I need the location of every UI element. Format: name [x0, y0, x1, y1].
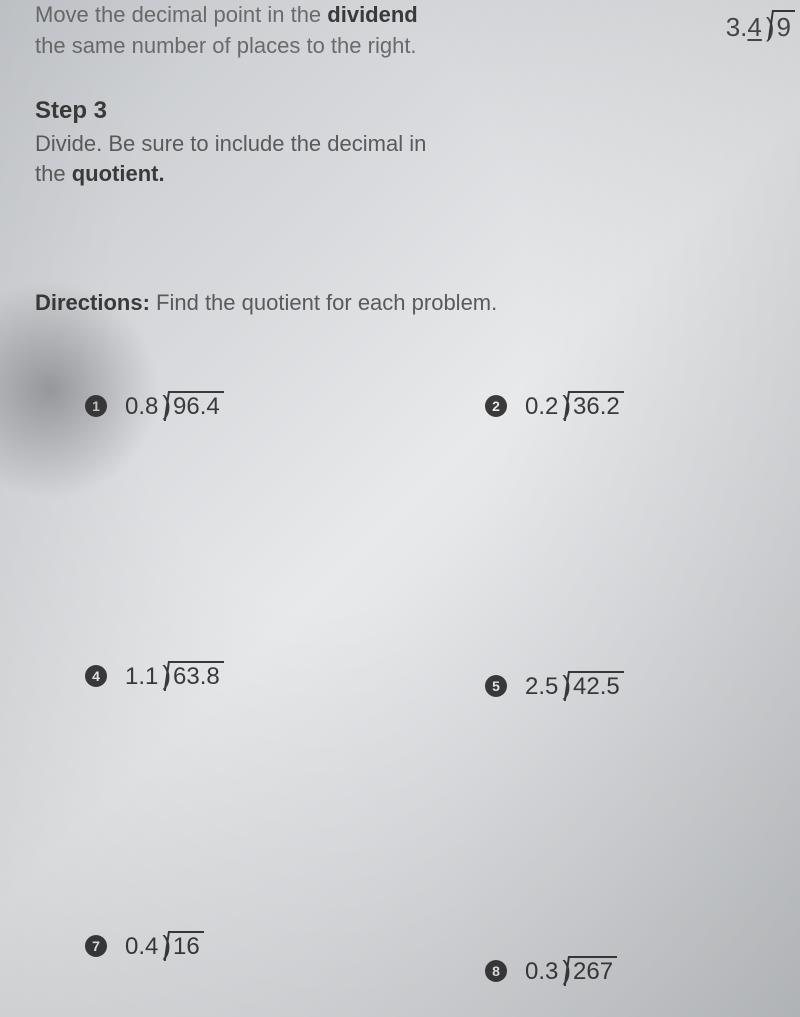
problem-number-badge: 2: [485, 395, 507, 417]
problem-7-dividend: 16: [169, 931, 204, 961]
problem-7-math: 0.4 ) 16: [125, 930, 204, 961]
step-line1: Divide. Be sure to include the decimal i…: [35, 131, 426, 156]
directions-body: Find the quotient for each problem.: [150, 290, 497, 315]
problem-1-dividend: 96.4: [169, 391, 224, 421]
problem-8-divisor: 0.3: [525, 958, 558, 986]
problem-7-divisor: 0.4: [125, 933, 158, 961]
instruction-line2: the same number of places to the right.: [35, 33, 417, 58]
instruction-bold-dividend: dividend: [327, 2, 417, 27]
problem-8: 8 0.3 ) 267: [485, 955, 617, 986]
problem-number-badge: 8: [485, 960, 507, 982]
top-instruction-text: Move the decimal point in the dividend t…: [35, 0, 595, 62]
problem-2-divisor: 0.2: [525, 393, 558, 421]
problem-8-dividend: 267: [569, 956, 617, 986]
problem-1: 1 0.8 ) 96.4: [85, 390, 224, 421]
instruction-line1-pre: Move the decimal point in the: [35, 2, 327, 27]
example-dividend: 9: [773, 10, 795, 43]
directions-label: Directions:: [35, 290, 150, 315]
directions-text: Directions: Find the quotient for each p…: [35, 290, 765, 316]
problem-2: 2 0.2 ) 36.2: [485, 390, 624, 421]
problem-4-dividend: 63.8: [169, 661, 224, 691]
step-bold-quotient: quotient.: [72, 161, 165, 186]
problem-7: 7 0.4 ) 16: [85, 930, 204, 961]
problem-number-badge: 4: [85, 665, 107, 687]
step-line2-pre: the: [35, 161, 72, 186]
problem-4-math: 1.1 ) 63.8: [125, 660, 224, 691]
step-3-header: Step 3: [35, 97, 765, 125]
problem-2-dividend: 36.2: [569, 391, 624, 421]
problem-number-badge: 5: [485, 675, 507, 697]
problem-1-math: 0.8 ) 96.4: [125, 390, 224, 421]
problem-number-badge: 1: [85, 395, 107, 417]
example-division: 3.4 ) 9: [726, 10, 795, 43]
problem-5-dividend: 42.5: [569, 671, 624, 701]
example-divisor: 3.4: [726, 12, 762, 43]
problem-number-badge: 7: [85, 935, 107, 957]
problem-5: 5 2.5 ) 42.5: [485, 670, 624, 701]
problem-5-math: 2.5 ) 42.5: [525, 670, 624, 701]
problem-8-math: 0.3 ) 267: [525, 955, 617, 986]
problem-5-divisor: 2.5: [525, 673, 558, 701]
problem-4-divisor: 1.1: [125, 663, 158, 691]
problem-2-math: 0.2 ) 36.2: [525, 390, 624, 421]
step-3-body: Divide. Be sure to include the decimal i…: [35, 129, 595, 191]
problem-4: 4 1.1 ) 63.8: [85, 660, 224, 691]
worksheet-page: Move the decimal point in the dividend t…: [0, 0, 800, 316]
problem-1-divisor: 0.8: [125, 393, 158, 421]
